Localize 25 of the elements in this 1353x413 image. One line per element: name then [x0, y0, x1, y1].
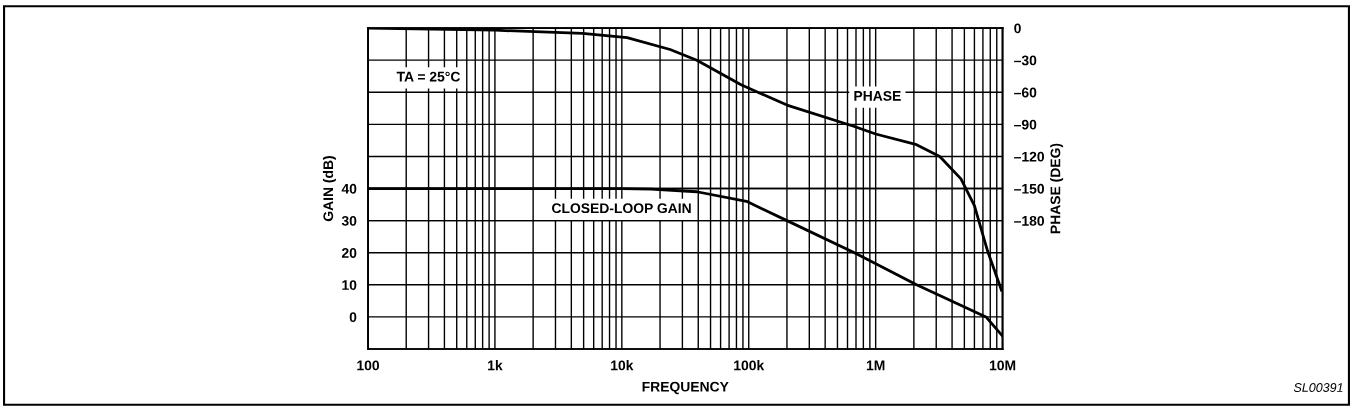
x-tick-label: 10M: [989, 360, 1016, 371]
y-axis-title: GAIN (dB): [322, 156, 336, 222]
x-tick-label: 1k: [488, 360, 503, 371]
y-tick-label: 30: [341, 215, 357, 226]
annotation: TA = 25°C: [396, 71, 461, 82]
x-tick-label: 10k: [611, 360, 634, 371]
x-axis-title: FREQUENCY: [642, 381, 729, 395]
series-label: PHASE: [854, 90, 901, 101]
y2-tick-label: 0: [1014, 23, 1021, 34]
y-tick-label: 10: [342, 280, 357, 290]
y-tick-label: 40: [341, 183, 357, 194]
y2-tick-label: –60: [1014, 87, 1037, 98]
y2-tick-label: –180: [1014, 215, 1045, 226]
y-tick-label: 0: [349, 312, 357, 323]
y-tick-label: 20: [341, 248, 357, 258]
x-tick-label: 100k: [734, 360, 765, 371]
y2-tick-label: –150: [1014, 183, 1045, 194]
y2-tick-label: –120: [1014, 151, 1045, 162]
series-label: CLOSED-LOOP GAIN: [552, 203, 691, 214]
y2-axis-title: PHASE (DEG): [1050, 143, 1064, 234]
x-tick-label: 1M: [866, 360, 885, 371]
text: SL00391: [1293, 383, 1343, 392]
y2-tick-label: –30: [1014, 55, 1037, 66]
x-tick-label: 100: [357, 360, 380, 371]
y2-tick-label: –90: [1014, 119, 1037, 130]
